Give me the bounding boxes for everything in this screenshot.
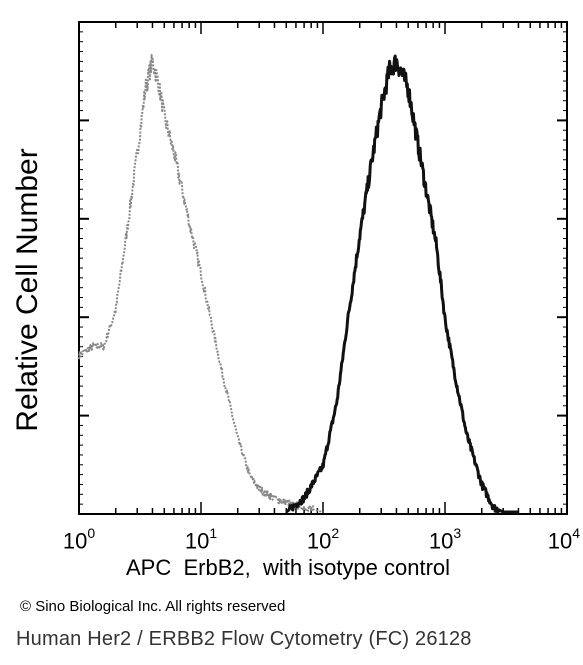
x-tick-label: 101 <box>184 525 218 554</box>
copyright-notice: © Sino Biological Inc. All rights reserv… <box>20 598 286 615</box>
isotype-control-histogram <box>78 54 324 513</box>
x-tick-label-exponent: 2 <box>331 525 340 541</box>
histogram-series <box>78 54 520 514</box>
x-tick-label-base: 10 <box>547 528 573 554</box>
plot-frame <box>78 21 568 515</box>
y-axis-ticks <box>79 21 567 515</box>
x-tick-label-base: 10 <box>184 528 210 554</box>
figure-caption: Human Her2 / ERBB2 Flow Cytometry (FC) 2… <box>16 628 472 650</box>
x-tick-label-base: 10 <box>428 528 454 554</box>
x-axis-label: APC ErbB2, with isotype control <box>126 555 451 580</box>
erbb2-histogram <box>285 54 520 514</box>
y-axis-label: Relative Cell Number <box>11 148 44 432</box>
x-axis-ticks <box>78 22 568 514</box>
x-tick-label-exponent: 1 <box>209 525 218 541</box>
x-tick-label: 103 <box>428 525 462 554</box>
x-tick-label-exponent: 4 <box>572 525 580 541</box>
x-tick-label-base: 10 <box>306 528 332 554</box>
x-tick-label-exponent: 3 <box>453 525 462 541</box>
x-tick-label: 104 <box>547 525 580 554</box>
x-tick-label: 102 <box>306 525 340 554</box>
x-tick-label: 100 <box>62 525 96 554</box>
x-tick-label-base: 10 <box>62 528 88 554</box>
flow-cytometry-histogram <box>78 21 568 515</box>
x-tick-label-exponent: 0 <box>87 525 96 541</box>
